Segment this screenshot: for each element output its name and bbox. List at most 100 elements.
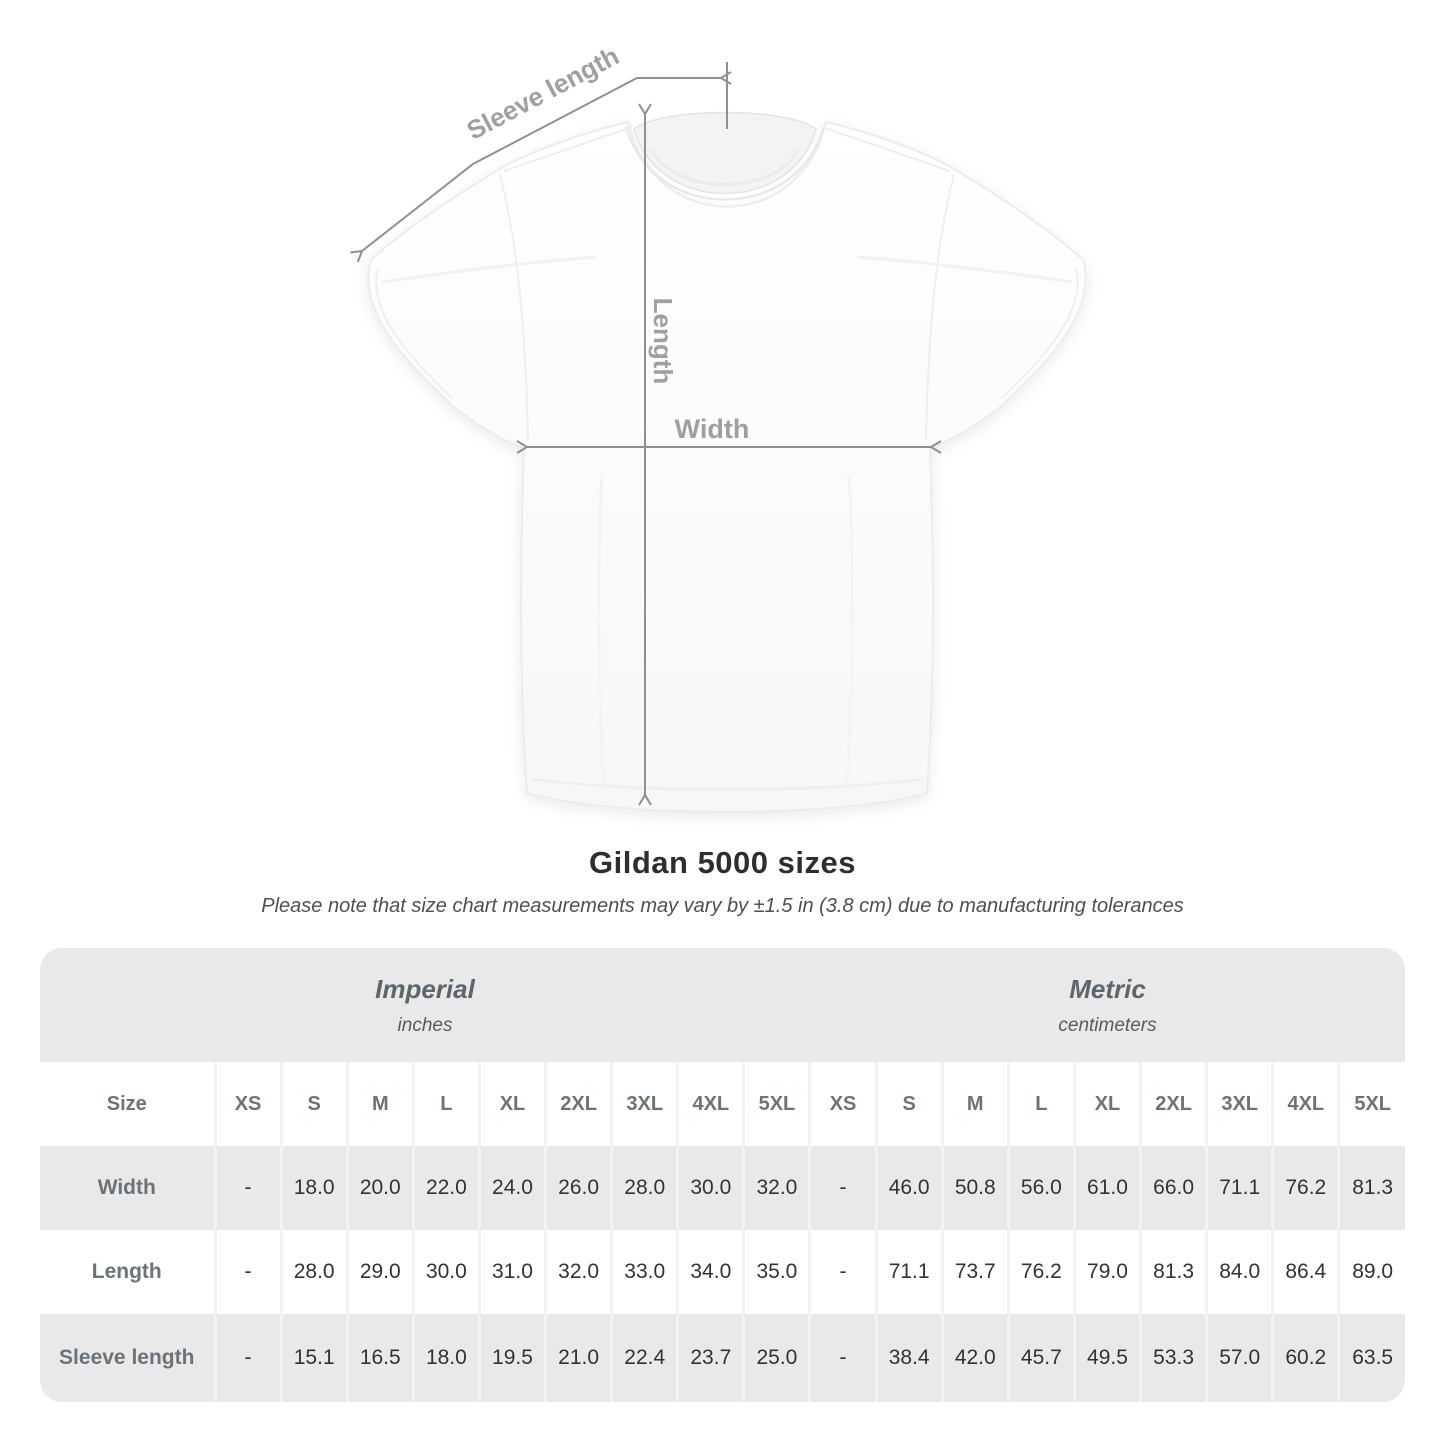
tshirt-body: [367, 121, 1087, 813]
measurement-value: 22.4: [611, 1314, 680, 1402]
cuff-stitch-right: [1001, 267, 1079, 399]
measurement-value: 76.2: [1272, 1146, 1341, 1230]
measurement-value: 22.0: [413, 1146, 481, 1230]
hem-stitch: [530, 777, 924, 791]
size-table: Imperial inches Metric centimeters Size …: [40, 948, 1405, 1402]
cuff-stitch-left: [375, 267, 453, 399]
sleeve-length-arrow: [350, 71, 732, 263]
imperial-label: Imperial: [375, 973, 475, 1004]
size-col-header: 5XL: [743, 1062, 812, 1146]
unit-header-row: Imperial inches Metric centimeters: [40, 948, 1405, 1062]
shoulder-seam-right: [821, 126, 951, 172]
measurement-value: 84.0: [1206, 1230, 1275, 1314]
sleeve-fold-right: [857, 255, 1073, 284]
measurement-value: 53.3: [1140, 1314, 1209, 1402]
size-col-header: 3XL: [1206, 1062, 1275, 1146]
measurement-value: 18.0: [413, 1314, 481, 1402]
measurement-value: 34.0: [677, 1230, 746, 1314]
size-header-row: Size XS S M L XL 2XL 3XL 4XL 5XL XS S M L XL 2XL 3XL 4XL…: [40, 1062, 1405, 1146]
size-col-header: XS: [809, 1062, 878, 1146]
measurement-value: 23.7: [677, 1314, 746, 1402]
size-col-header: XS: [215, 1062, 283, 1146]
measurement-value: 79.0: [1074, 1230, 1143, 1314]
measurement-value: 32.0: [743, 1146, 812, 1230]
measurement-value: 28.0: [611, 1146, 680, 1230]
size-col-header: 4XL: [1272, 1062, 1341, 1146]
measurement-value: -: [215, 1230, 283, 1314]
measurement-value: 35.0: [743, 1230, 812, 1314]
measurement-value: 57.0: [1206, 1314, 1275, 1402]
table-row: Length -28.0 29.0 30.0 31.0 32.0 33.0 34.0 35.0-…: [40, 1230, 1405, 1314]
size-table-grid: Imperial inches Metric centimeters Size …: [40, 948, 1405, 1402]
size-col-header: L: [1008, 1062, 1076, 1146]
title-block: Gildan 5000 sizes Please note that size …: [0, 845, 1445, 918]
metric-header-cell: Metric centimeters: [809, 948, 1405, 1062]
tshirt-measurement-diagram: Sleeve length Length Width: [350, 40, 1087, 813]
imperial-unit-label: inches: [397, 1014, 453, 1036]
measurement-value: 73.7: [942, 1230, 1010, 1314]
size-col-header: L: [413, 1062, 481, 1146]
size-col-header: XL: [479, 1062, 548, 1146]
measurement-value: 21.0: [545, 1314, 614, 1402]
measurement-value: 60.2: [1272, 1314, 1341, 1402]
measurement-value: 32.0: [545, 1230, 614, 1314]
size-col-header: 4XL: [677, 1062, 746, 1146]
measurement-value: 45.7: [1008, 1314, 1076, 1402]
measurement-value: 66.0: [1140, 1146, 1209, 1230]
body-crease-right: [845, 474, 854, 791]
tshirt-graphic: [367, 111, 1087, 813]
measurement-value: 71.1: [876, 1230, 944, 1314]
row-label: Width: [40, 1146, 217, 1230]
measurement-rows: Width -18.0 20.0 22.0 24.0 26.0 28.0 30.0 32.0-4…: [40, 1146, 1405, 1402]
measurement-value: 19.5: [479, 1314, 548, 1402]
size-col-header: 3XL: [611, 1062, 680, 1146]
size-col-header: 5XL: [1338, 1062, 1405, 1146]
table-row: Sleeve length -15.1 16.5 18.0 19.5 21.0 22.4 23…: [40, 1314, 1405, 1402]
size-col-header: 2XL: [1140, 1062, 1209, 1146]
measurement-value: -: [809, 1146, 878, 1230]
measurement-value: 56.0: [1008, 1146, 1076, 1230]
measurement-value: 50.8: [942, 1146, 1010, 1230]
measurement-value: 28.0: [281, 1230, 349, 1314]
measurement-value: 33.0: [611, 1230, 680, 1314]
measurement-value: 26.0: [545, 1146, 614, 1230]
measurement-value: 61.0: [1074, 1146, 1143, 1230]
size-col-header: M: [347, 1062, 415, 1146]
measurement-value: 31.0: [479, 1230, 548, 1314]
measurement-value: -: [215, 1314, 283, 1402]
tolerance-note: Please note that size chart measurements…: [261, 895, 1184, 917]
measurement-value: -: [809, 1230, 878, 1314]
row-label: Length: [40, 1230, 217, 1314]
measurement-value: 63.5: [1352, 1346, 1394, 1369]
measurement-value: 81.3: [1352, 1176, 1394, 1199]
measurement-value: 24.0: [479, 1146, 548, 1230]
measurement-value: -: [215, 1146, 283, 1230]
size-col-header: M: [942, 1062, 1010, 1146]
body-crease-left: [597, 474, 606, 791]
metric-label: Metric: [1069, 973, 1146, 1004]
imperial-header-cell: Imperial inches: [40, 948, 810, 1062]
measurement-value: 38.4: [876, 1314, 944, 1402]
measurement-value: 49.5: [1074, 1314, 1143, 1402]
measurement-value: -: [809, 1314, 878, 1402]
measurement-value: 29.0: [347, 1230, 415, 1314]
measurement-value: 42.0: [942, 1314, 1010, 1402]
measurement-value: 86.4: [1272, 1230, 1341, 1314]
table-row: Width -18.0 20.0 22.0 24.0 26.0 28.0 30.0 32.0-4…: [40, 1146, 1405, 1230]
measurement-value: 71.1: [1206, 1146, 1275, 1230]
size-column-header: Size: [40, 1062, 217, 1146]
measurement-value: 16.5: [347, 1314, 415, 1402]
measurement-arrows: [350, 62, 942, 806]
measurement-value: 25.0: [743, 1314, 812, 1402]
row-label: Sleeve length: [40, 1314, 217, 1402]
size-col-header: S: [281, 1062, 349, 1146]
measurement-value: 46.0: [876, 1146, 944, 1230]
length-label: Length: [648, 298, 678, 385]
measurement-value: 81.3: [1140, 1230, 1209, 1314]
measurement-value: 20.0: [347, 1146, 415, 1230]
measurement-value: 30.0: [677, 1146, 746, 1230]
measurement-value: 30.0: [413, 1230, 481, 1314]
metric-unit-label: centimeters: [1058, 1014, 1157, 1036]
size-col-header: S: [876, 1062, 944, 1146]
